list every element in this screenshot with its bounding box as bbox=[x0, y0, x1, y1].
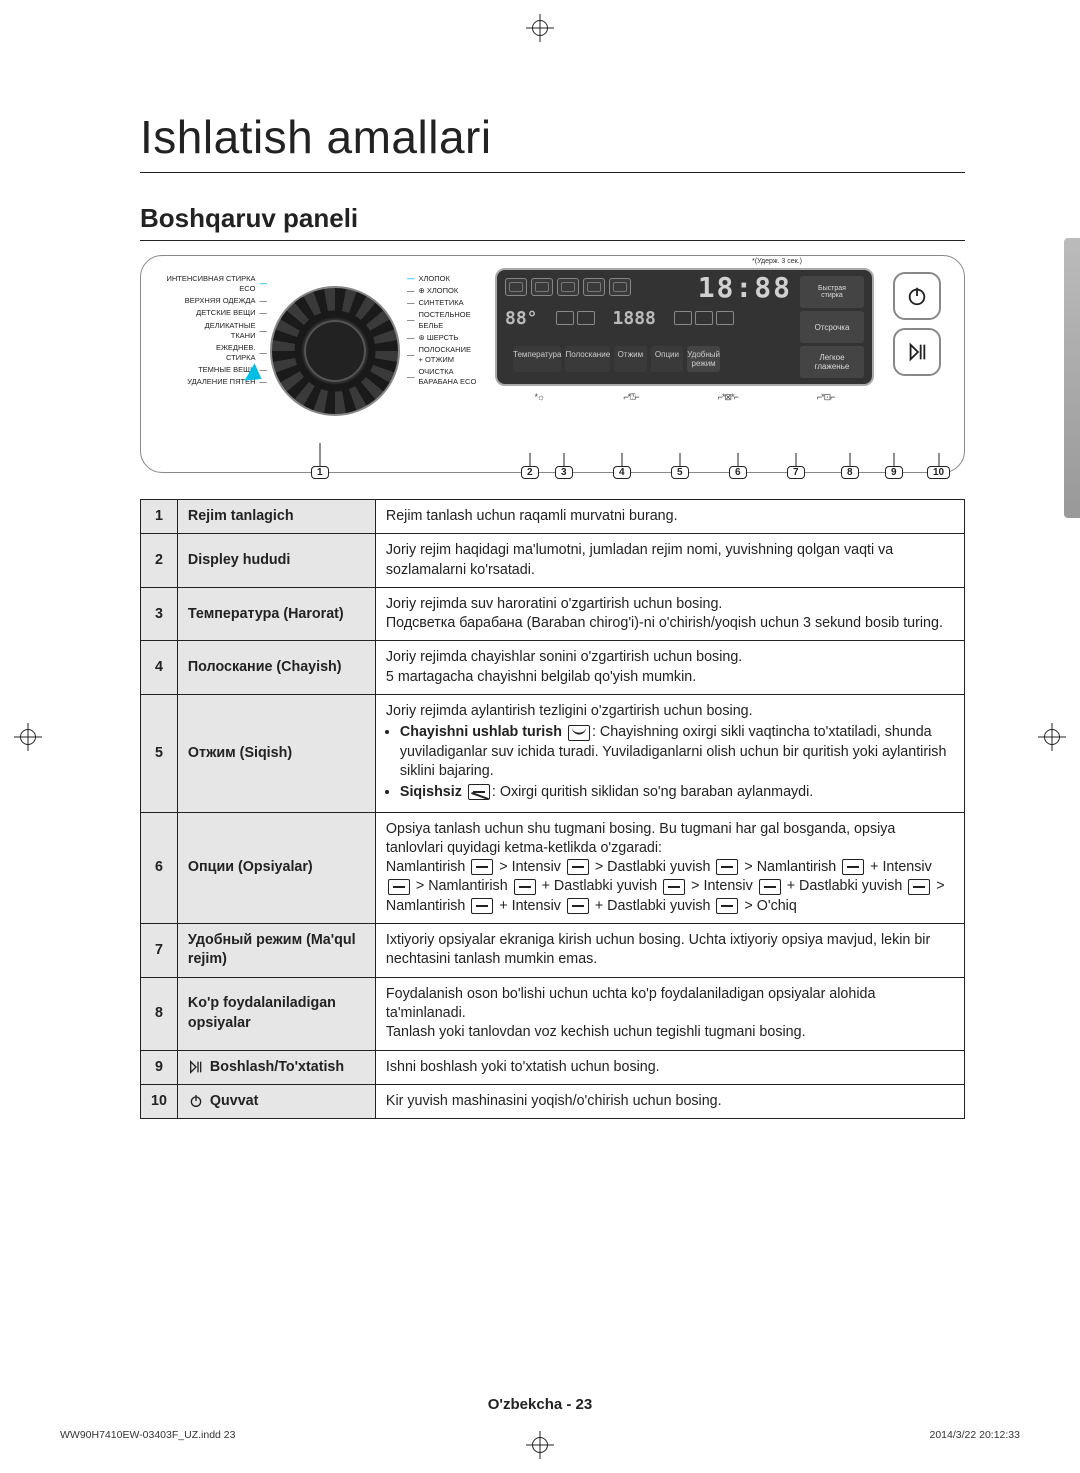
row-number: 5 bbox=[141, 695, 178, 812]
status-icon bbox=[583, 278, 605, 296]
option-icon: ⌐*⊠*⌐ bbox=[718, 392, 738, 403]
option-icon: ⌐*⍰⌐ bbox=[623, 392, 638, 403]
callout-6: 6 bbox=[729, 466, 747, 479]
dial-label-right: —ХЛОПОК bbox=[407, 274, 487, 284]
quick-option-button[interactable]: Легкоеглаженье bbox=[800, 346, 864, 378]
status-icon bbox=[557, 278, 579, 296]
row-number: 4 bbox=[141, 641, 178, 695]
callout-1: 1 bbox=[311, 466, 329, 479]
power-icon bbox=[906, 285, 928, 307]
callout-7: 7 bbox=[787, 466, 805, 479]
page-side-tab bbox=[1064, 238, 1080, 518]
spin-digits: 1888 bbox=[613, 308, 656, 329]
row-number: 9 bbox=[141, 1050, 178, 1084]
callout-3: 3 bbox=[555, 466, 573, 479]
panel-button[interactable]: Отжим bbox=[614, 346, 647, 372]
panel-button[interactable]: Удобныйрежим bbox=[687, 346, 720, 372]
panel-button[interactable]: Опции bbox=[651, 346, 684, 372]
dial-label-right: —ПОЛОСКАНИЕ+ ОТЖИМ bbox=[407, 345, 487, 365]
hold-note: *(Удерж. 3 сек.) bbox=[752, 258, 802, 265]
page-footer: O'zbekcha - 23 bbox=[0, 1396, 1080, 1413]
dial-label-right: —⊛ ШЕРСТЬ bbox=[407, 333, 487, 343]
callout-4: 4 bbox=[613, 466, 631, 479]
row-name: Quvvat bbox=[177, 1084, 375, 1118]
control-panel-figure: ИНТЕНСИВНАЯ СТИРКА ECO— ВЕРХНЯЯ ОДЕЖДА— ДЕ… bbox=[140, 255, 965, 473]
play-pause-icon bbox=[906, 341, 928, 363]
callout-10: 10 bbox=[927, 466, 950, 479]
display-zone: *(Удерж. 3 сек.) 18:88 88° bbox=[495, 268, 874, 438]
row-name: Отжим (Siqish) bbox=[177, 695, 375, 812]
row-desc: Joriy rejimda aylantirish tezligini o'zg… bbox=[375, 695, 964, 812]
row-number: 8 bbox=[141, 977, 178, 1050]
program-dial[interactable] bbox=[270, 286, 400, 416]
row-name: Опции (Opsiyalar) bbox=[177, 812, 375, 923]
row-desc: Opsiya tanlash uchun shu tugmani bosing.… bbox=[375, 812, 964, 923]
start-pause-button[interactable] bbox=[893, 328, 941, 376]
panel-button[interactable]: Полоскание bbox=[565, 346, 610, 372]
dial-label-right: —⊕ ХЛОПОК bbox=[407, 286, 487, 296]
lcd-display: 18:88 88° 1888 ТемператураПолосканиеОтжи… bbox=[495, 268, 874, 386]
row-name: Rejim tanlagich bbox=[177, 500, 375, 534]
page-title: Ishlatish amallari bbox=[140, 110, 965, 173]
panel-button[interactable]: Температура bbox=[513, 346, 561, 372]
dial-label-right: —СИНТЕТИКА bbox=[407, 298, 487, 308]
dial-label-left: ИНТЕНСИВНАЯ СТИРКА ECO— bbox=[155, 274, 267, 294]
status-icon bbox=[531, 278, 553, 296]
dial-label-right: —ПОСТЕЛЬНОЕБЕЛЬЕ bbox=[407, 310, 487, 330]
row-number: 6 bbox=[141, 812, 178, 923]
dial-label-left: ДЕЛИКАТНЫЕТКАНИ— bbox=[155, 321, 267, 341]
temp-digits: 88° bbox=[505, 308, 538, 329]
callout-9: 9 bbox=[885, 466, 903, 479]
row-name: Удобный режим (Ma'qul rejim) bbox=[177, 924, 375, 978]
option-icon: ⌐*⊡⌐ bbox=[817, 392, 835, 403]
row-desc: Foydalanish oson bo'lishi uchun uchta ko… bbox=[375, 977, 964, 1050]
power-icon bbox=[188, 1093, 204, 1109]
row-name: Ko'p foydalaniladigan opsiyalar bbox=[177, 977, 375, 1050]
row-desc: Ixtiyoriy opsiyalar ekraniga kirish uchu… bbox=[375, 924, 964, 978]
row-name: Boshlash/To'xtatish bbox=[177, 1050, 375, 1084]
row-number: 10 bbox=[141, 1084, 178, 1118]
row-number: 1 bbox=[141, 500, 178, 534]
play-pause-icon bbox=[188, 1059, 204, 1075]
callout-8: 8 bbox=[841, 466, 859, 479]
controls-table: 1Rejim tanlagichRejim tanlash uchun raqa… bbox=[140, 499, 965, 1119]
dial-label-left: ЕЖЕДНЕВ.СТИРКА— bbox=[155, 343, 267, 363]
row-desc: Rejim tanlash uchun raqamli murvatni bur… bbox=[375, 500, 964, 534]
dial-label-left: ВЕРХНЯЯ ОДЕЖДА— bbox=[155, 296, 267, 306]
row-number: 7 bbox=[141, 924, 178, 978]
row-desc: Kir yuvish mashinasini yoqish/o'chirish … bbox=[375, 1084, 964, 1118]
dial-label-left: ДЕТСКИЕ ВЕЩИ— bbox=[155, 308, 267, 318]
row-name: Полоскание (Chayish) bbox=[177, 641, 375, 695]
callout-5: 5 bbox=[671, 466, 689, 479]
quick-option-button[interactable]: Отсрочка bbox=[800, 311, 864, 343]
row-desc: Ishni boshlash yoki to'xtatish uchun bos… bbox=[375, 1050, 964, 1084]
row-desc: Joriy rejimda chayishlar sonini o'zgarti… bbox=[375, 641, 964, 695]
row-name: Displey hududi bbox=[177, 534, 375, 588]
status-icon bbox=[609, 278, 631, 296]
dial-label-right: —ОЧИСТКАБАРАБАНА ECO bbox=[407, 367, 487, 387]
imprint-line: WW90H7410EW-03403F_UZ.indd 23 2014/3/22 … bbox=[60, 1429, 1020, 1441]
time-digits: 18:88 bbox=[698, 271, 796, 304]
row-desc: Joriy rejimda suv haroratini o'zgartiris… bbox=[375, 587, 964, 641]
option-icon: *☼ bbox=[535, 392, 545, 403]
callout-2: 2 bbox=[521, 466, 539, 479]
row-name: Температура (Harorat) bbox=[177, 587, 375, 641]
power-button[interactable] bbox=[893, 272, 941, 320]
row-number: 2 bbox=[141, 534, 178, 588]
row-desc: Joriy rejim haqidagi ma'lumotni, jumlada… bbox=[375, 534, 964, 588]
section-title: Boshqaruv paneli bbox=[140, 203, 965, 241]
status-icon bbox=[505, 278, 527, 296]
row-number: 3 bbox=[141, 587, 178, 641]
program-dial-zone: ИНТЕНСИВНАЯ СТИРКА ECO— ВЕРХНЯЯ ОДЕЖДА— ДЕ… bbox=[155, 268, 485, 438]
quick-option-button[interactable]: Быстраястирка bbox=[800, 276, 864, 308]
